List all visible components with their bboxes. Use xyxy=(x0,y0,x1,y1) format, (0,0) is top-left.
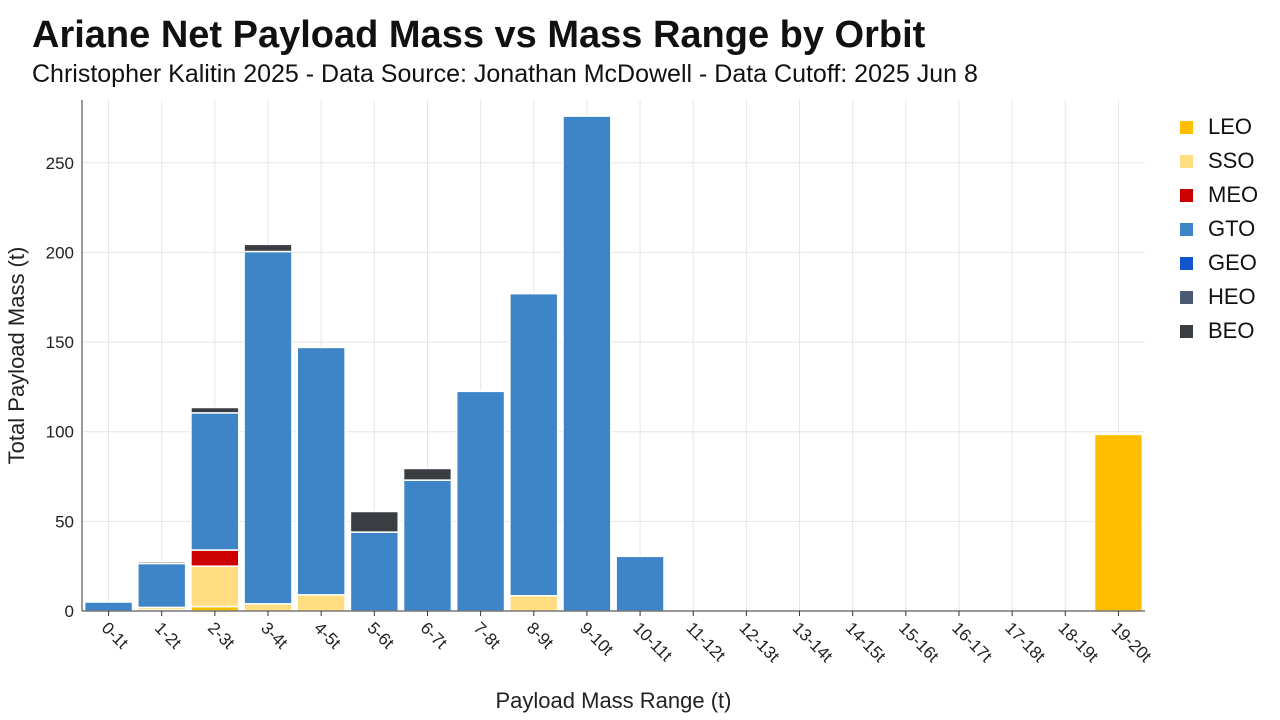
legend-label: GTO xyxy=(1208,216,1256,241)
x-tick-label: 15-16t xyxy=(895,618,943,666)
y-tick-label: 100 xyxy=(46,423,74,442)
legend-swatch xyxy=(1180,256,1193,270)
x-tick-label: 10-11t xyxy=(629,618,676,665)
y-tick-label: 50 xyxy=(55,512,74,531)
x-tick-label: 19-20t xyxy=(1108,618,1156,666)
x-axis-label: Payload Mass Range (t) xyxy=(496,688,732,713)
bar-segment-gto xyxy=(455,390,506,612)
legend-label: BEO xyxy=(1208,318,1255,343)
legend-swatch xyxy=(1180,120,1193,134)
bar-segment-sso xyxy=(509,595,559,612)
x-tick-label: 11-12t xyxy=(682,618,729,665)
bar-segment-gto xyxy=(615,555,665,612)
legend-label: SSO xyxy=(1208,148,1255,173)
x-tick-label: 3-4t xyxy=(257,618,291,652)
legend-swatch xyxy=(1180,188,1193,202)
legend-item-gto: GTO xyxy=(1180,212,1258,246)
x-tick-label: 9-10t xyxy=(576,618,617,659)
bar-segment-sso xyxy=(243,603,293,612)
bar-segment-beo xyxy=(137,560,187,565)
bar-segment-sso xyxy=(190,565,240,608)
y-axis-label: Total Payload Mass (t) xyxy=(4,247,29,465)
x-tick-label: 5-6t xyxy=(363,618,397,652)
bar-segment-gto xyxy=(190,412,240,551)
x-tick-label: 14-15t xyxy=(842,618,890,666)
x-tick-label: 8-9t xyxy=(523,618,557,652)
bar-segment-beo xyxy=(190,406,240,414)
legend-swatch xyxy=(1180,324,1193,338)
x-tick-label: 18-19t xyxy=(1054,618,1102,666)
bar-segment-beo xyxy=(349,510,399,533)
bar-segment-gto xyxy=(296,346,346,596)
bar-segment-gto xyxy=(509,292,559,597)
bar-segment-beo xyxy=(243,243,293,253)
x-tick-label: 0-1t xyxy=(98,618,132,652)
legend-swatch xyxy=(1180,154,1193,168)
bar-segment-gto xyxy=(83,601,134,612)
bar-segment-leo xyxy=(1093,433,1144,612)
x-tick-label: 16-17t xyxy=(948,618,996,666)
legend-item-leo: LEO xyxy=(1180,110,1258,144)
legend-item-beo: BEO xyxy=(1180,314,1258,348)
legend-label: GEO xyxy=(1208,250,1257,275)
x-tick-label: 6-7t xyxy=(417,618,451,652)
chart-legend: LEO SSO MEO GTO GEO HEO BEO xyxy=(1180,110,1258,348)
y-tick-label: 150 xyxy=(46,333,74,352)
x-tick-label: 1-2t xyxy=(151,618,185,652)
bar-segment-gto xyxy=(349,531,399,612)
bar-segment-sso xyxy=(296,594,346,612)
legend-swatch xyxy=(1180,290,1193,304)
legend-label: MEO xyxy=(1208,182,1259,207)
legend-label: HEO xyxy=(1208,284,1256,309)
bar-segment-meo xyxy=(190,549,240,567)
chart-title: Ariane Net Payload Mass vs Mass Range by… xyxy=(32,14,926,56)
x-tick-label: 12-13t xyxy=(736,618,784,666)
x-tick-label: 7-8t xyxy=(470,618,504,652)
bar-segment-gto xyxy=(137,562,187,609)
bar-segment-beo xyxy=(402,467,453,481)
legend-swatch xyxy=(1180,222,1193,236)
bar-segment-gto xyxy=(562,115,612,612)
legend-item-heo: HEO xyxy=(1180,280,1258,314)
x-tick-label: 17-18t xyxy=(1001,618,1049,666)
legend-item-sso: SSO xyxy=(1180,144,1258,178)
x-tick-label: 2-3t xyxy=(204,618,238,652)
bar-segment-gto xyxy=(243,250,293,605)
legend-item-geo: GEO xyxy=(1180,246,1258,280)
legend-label: LEO xyxy=(1208,114,1253,139)
y-tick-label: 250 xyxy=(46,154,74,173)
bar-segment-gto xyxy=(402,479,453,612)
y-tick-label: 0 xyxy=(65,602,74,621)
x-tick-label: 4-5t xyxy=(310,618,344,652)
legend-item-meo: MEO xyxy=(1180,178,1258,212)
x-tick-label: 13-14t xyxy=(789,618,837,666)
chart-subtitle: Christopher Kalitin 2025 - Data Source: … xyxy=(32,60,978,88)
y-tick-label: 200 xyxy=(46,243,74,262)
